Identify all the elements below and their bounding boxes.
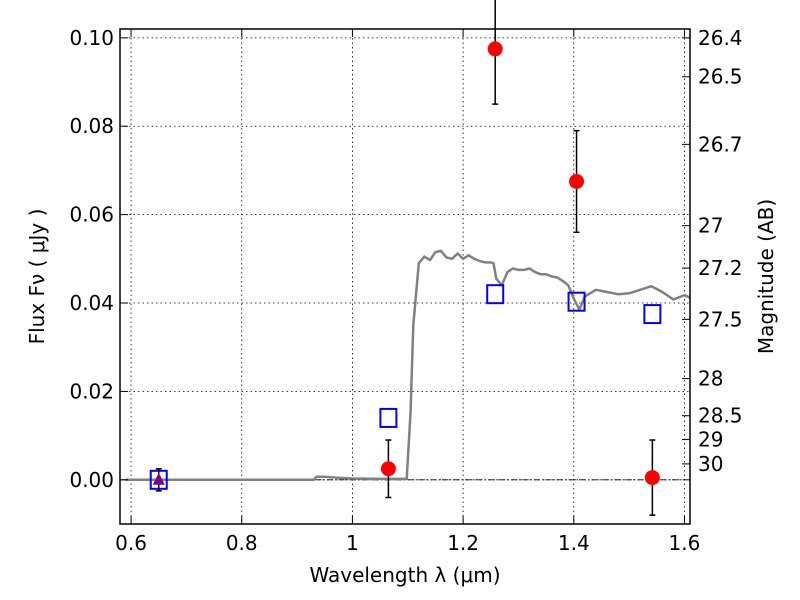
observed-flux-point: [380, 461, 396, 477]
model-flux-square: [567, 291, 586, 312]
y-tick-label: 0.02: [69, 379, 114, 403]
y2-tick-label: 26.5: [698, 65, 743, 89]
y-tick-label: 0.00: [69, 468, 114, 492]
model-spectrum-line: [125, 249, 691, 482]
y2-tick-label: 27: [698, 214, 723, 238]
plot-frame: [119, 28, 691, 525]
y-tick-label: 0.08: [69, 114, 114, 138]
series-layer: [125, 0, 691, 516]
upper-limit-triangle: [152, 472, 165, 485]
y2-tick-label: 27.5: [698, 307, 743, 331]
model-flux-square: [643, 304, 662, 325]
y2-tick-label: 27.2: [698, 256, 743, 280]
grid-lines: [120, 29, 690, 524]
model-flux-square: [486, 284, 505, 305]
y2-tick-label: 28.5: [698, 404, 743, 428]
observed-flux-point: [487, 41, 503, 57]
x-tick-label: 1.2: [447, 531, 479, 555]
x-tick-label: 1: [346, 531, 359, 555]
observed-flux-point: [569, 173, 585, 189]
x-tick-label: 1.6: [669, 531, 701, 555]
y-tick-label: 0.10: [69, 26, 114, 50]
y2-tick-label: 29: [698, 428, 723, 452]
y2-tick-label: 28: [698, 367, 723, 391]
x-tick-label: 0.8: [226, 531, 258, 555]
tick-layer: 0.6 0.8 1 1.2 1.4 1.6 0.00 0.02 0.04 0.06 0.08 0.10…: [69, 26, 742, 555]
model-flux-square: [379, 407, 398, 428]
x-axis-label: Wavelength λ (μm): [309, 563, 500, 587]
observed-flux-point: [644, 470, 660, 486]
x-tick-label: 0.6: [115, 531, 147, 555]
y-tick-label: 0.06: [69, 203, 114, 227]
y2-tick-label: 26.7: [698, 132, 743, 156]
y2-axis-label: Magnitude (AB): [754, 199, 778, 354]
y-tick-label: 0.04: [69, 291, 114, 315]
y-axis-label: Flux Fν ( μJy ): [25, 209, 49, 345]
y2-tick-label: 30: [698, 452, 723, 476]
y2-tick-label: 26.4: [698, 26, 743, 50]
x-tick-label: 1.4: [558, 531, 590, 555]
